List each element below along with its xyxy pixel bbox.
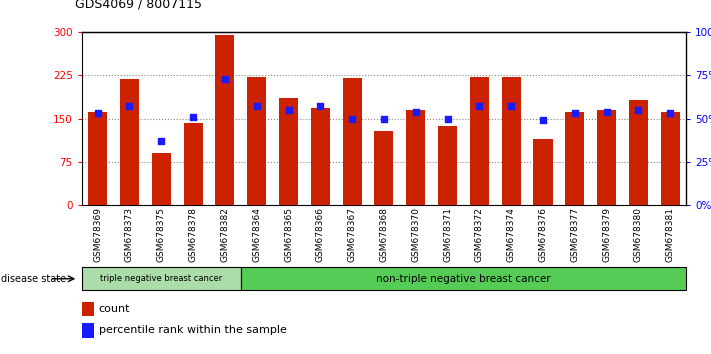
Bar <box>279 98 298 205</box>
Bar <box>565 112 584 205</box>
Point <box>410 109 422 114</box>
Bar <box>597 110 616 205</box>
Point <box>569 110 580 116</box>
Bar <box>88 112 107 205</box>
Bar <box>82 323 94 338</box>
Text: percentile rank within the sample: percentile rank within the sample <box>99 325 287 336</box>
Point <box>474 104 485 109</box>
Bar <box>502 77 520 205</box>
Point <box>506 104 517 109</box>
Bar <box>82 302 94 316</box>
Text: disease state: disease state <box>1 274 66 284</box>
Bar <box>120 79 139 205</box>
Bar <box>247 77 266 205</box>
Text: non-triple negative breast cancer: non-triple negative breast cancer <box>376 274 551 284</box>
Bar <box>375 131 393 205</box>
Point <box>283 107 294 113</box>
Bar <box>406 110 425 205</box>
Point <box>315 104 326 109</box>
Text: count: count <box>99 304 130 314</box>
Point <box>346 116 358 121</box>
Bar <box>470 77 489 205</box>
Point <box>601 109 612 114</box>
Point <box>378 116 390 121</box>
Point <box>156 138 167 144</box>
Point <box>124 104 135 109</box>
Bar <box>151 153 171 205</box>
Text: GDS4069 / 8007115: GDS4069 / 8007115 <box>75 0 202 11</box>
Bar <box>343 78 362 205</box>
Bar <box>629 100 648 205</box>
Bar <box>438 126 457 205</box>
Text: triple negative breast cancer: triple negative breast cancer <box>100 274 223 283</box>
Point <box>665 110 676 116</box>
Bar <box>215 35 235 205</box>
Point <box>251 104 262 109</box>
Bar <box>241 267 686 290</box>
Point <box>442 116 453 121</box>
Bar <box>183 123 203 205</box>
Bar <box>661 112 680 205</box>
Point <box>219 76 230 81</box>
Point <box>633 107 644 113</box>
Bar <box>82 267 241 290</box>
Point <box>538 118 549 123</box>
Bar <box>533 139 552 205</box>
Bar <box>311 108 330 205</box>
Point <box>92 110 103 116</box>
Point <box>188 114 199 120</box>
